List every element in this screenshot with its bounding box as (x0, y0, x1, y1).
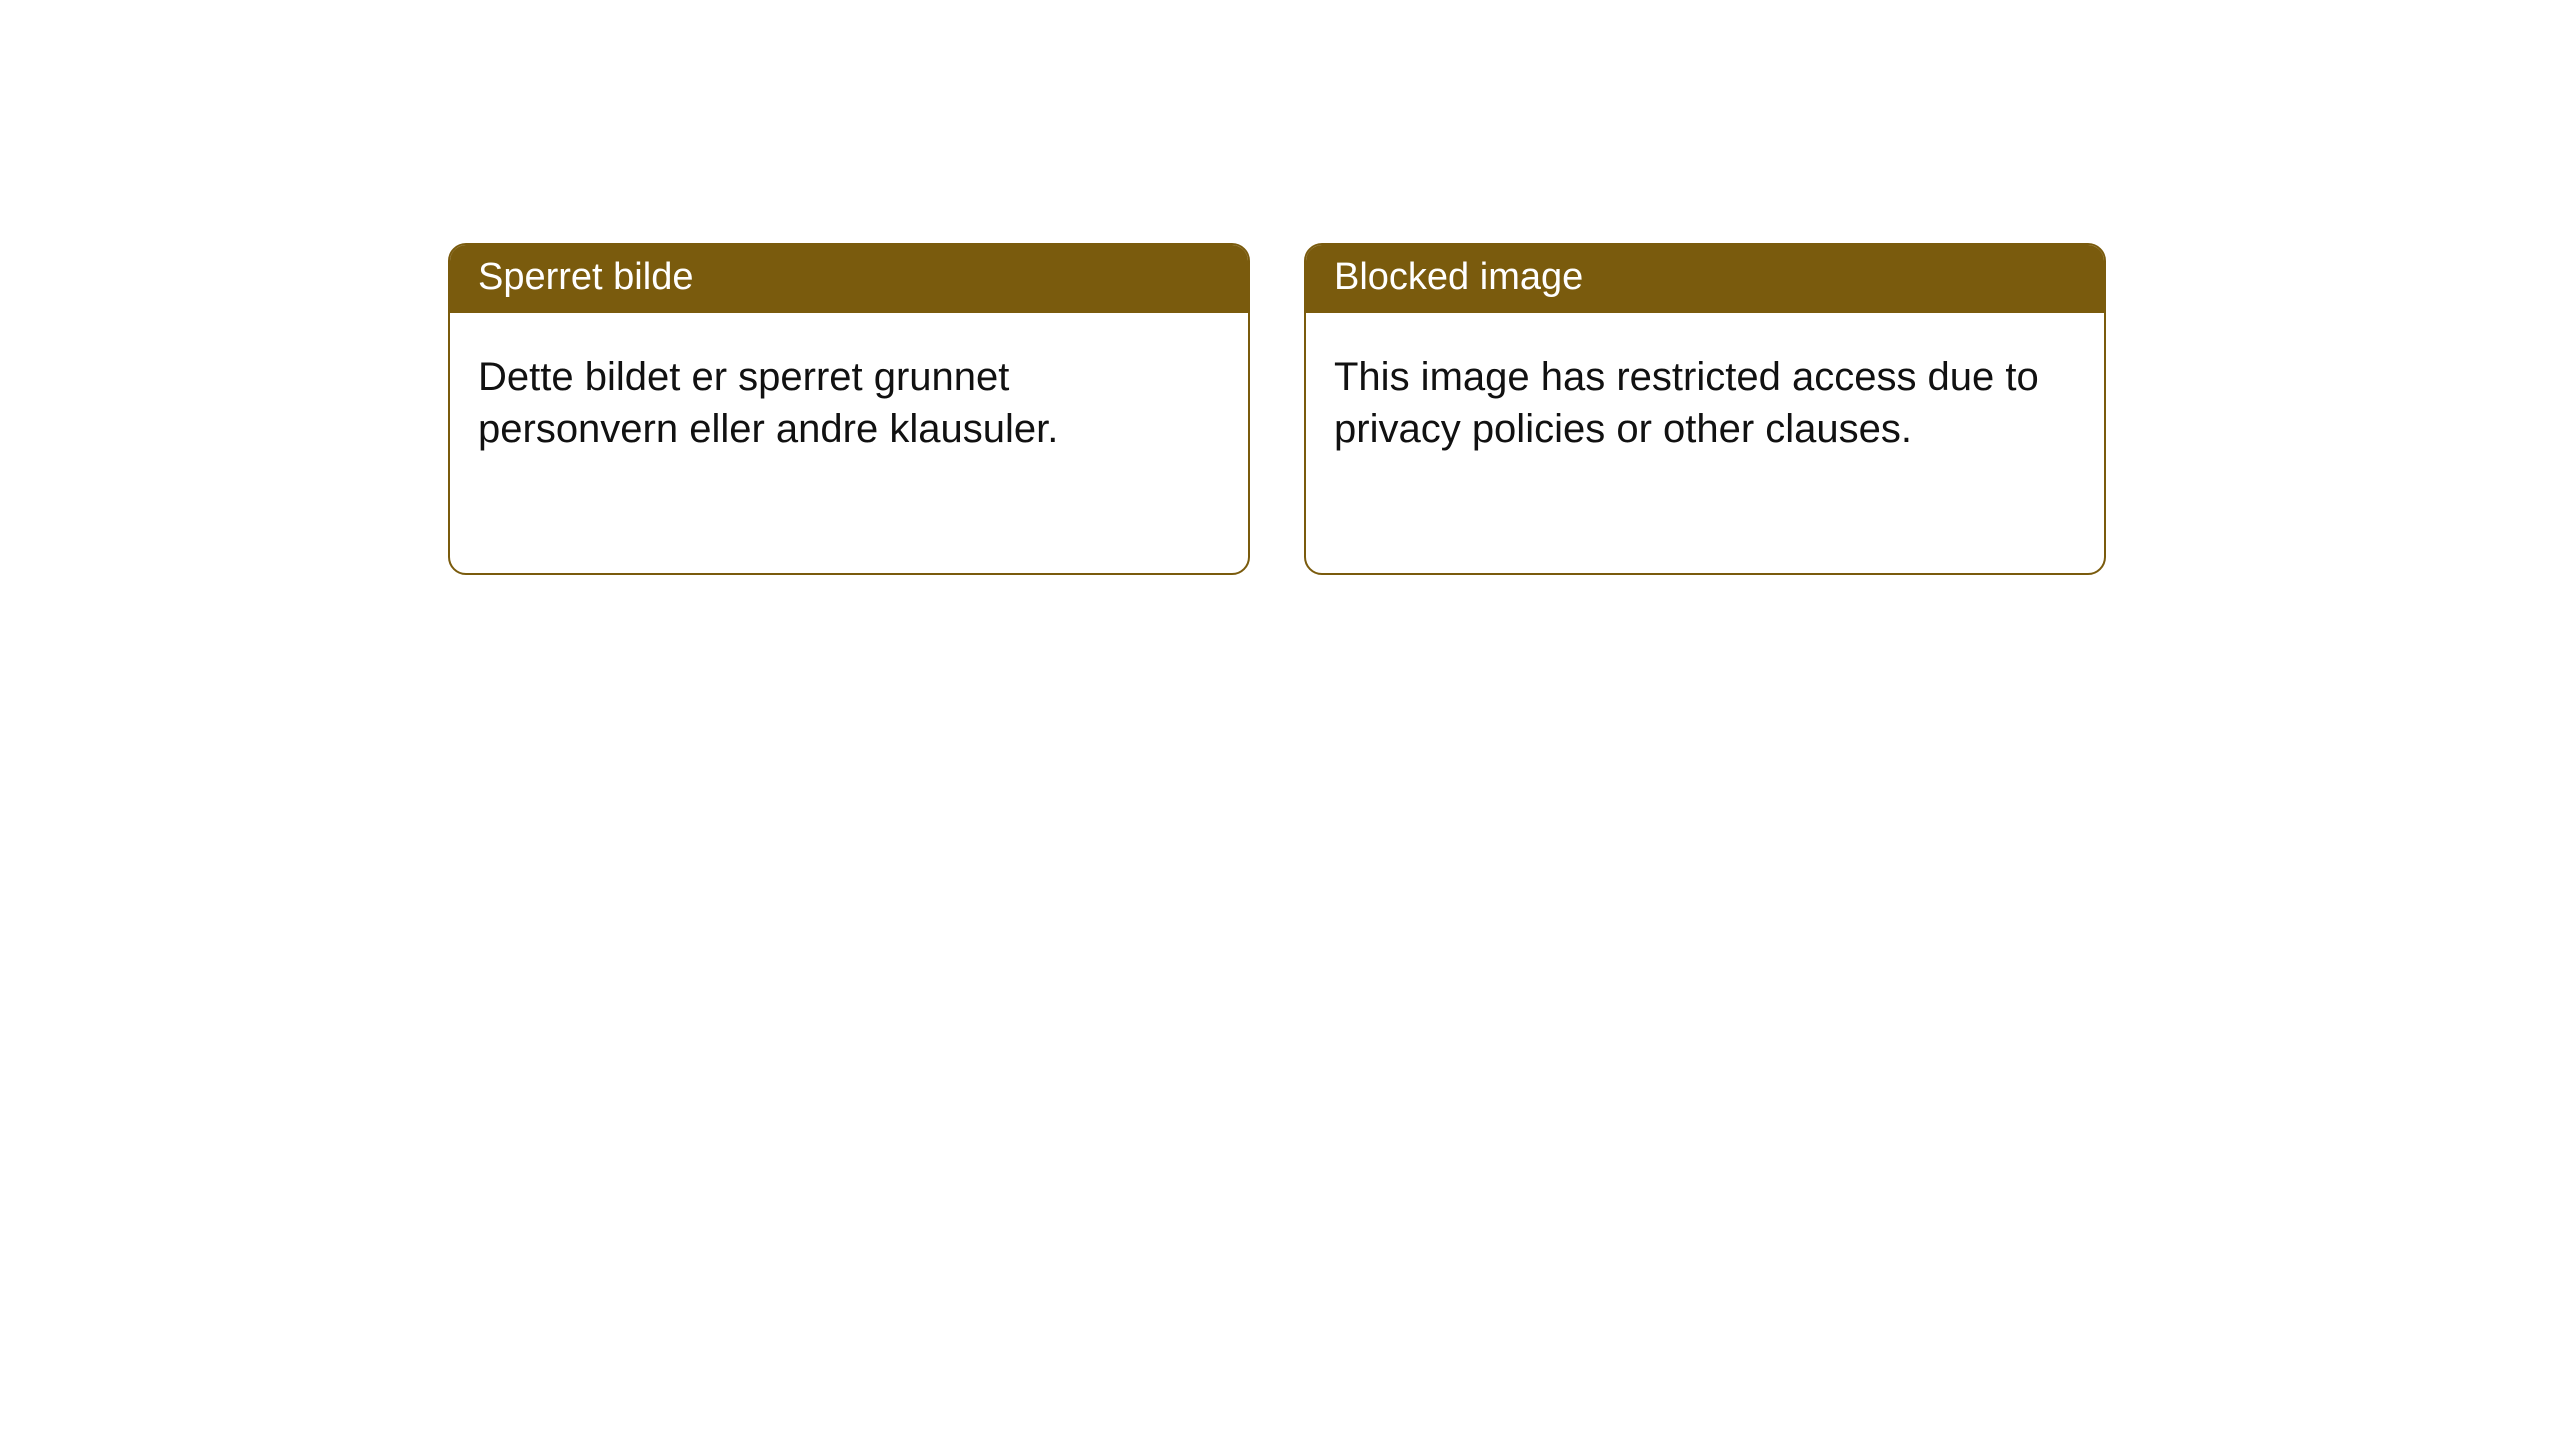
notice-header: Blocked image (1306, 245, 2104, 313)
notice-header: Sperret bilde (450, 245, 1248, 313)
notice-cards-container: Sperret bilde Dette bildet er sperret gr… (0, 0, 2560, 575)
notice-card-english: Blocked image This image has restricted … (1304, 243, 2106, 575)
notice-body: This image has restricted access due to … (1306, 313, 2104, 573)
notice-body: Dette bildet er sperret grunnet personve… (450, 313, 1248, 573)
notice-card-norwegian: Sperret bilde Dette bildet er sperret gr… (448, 243, 1250, 575)
